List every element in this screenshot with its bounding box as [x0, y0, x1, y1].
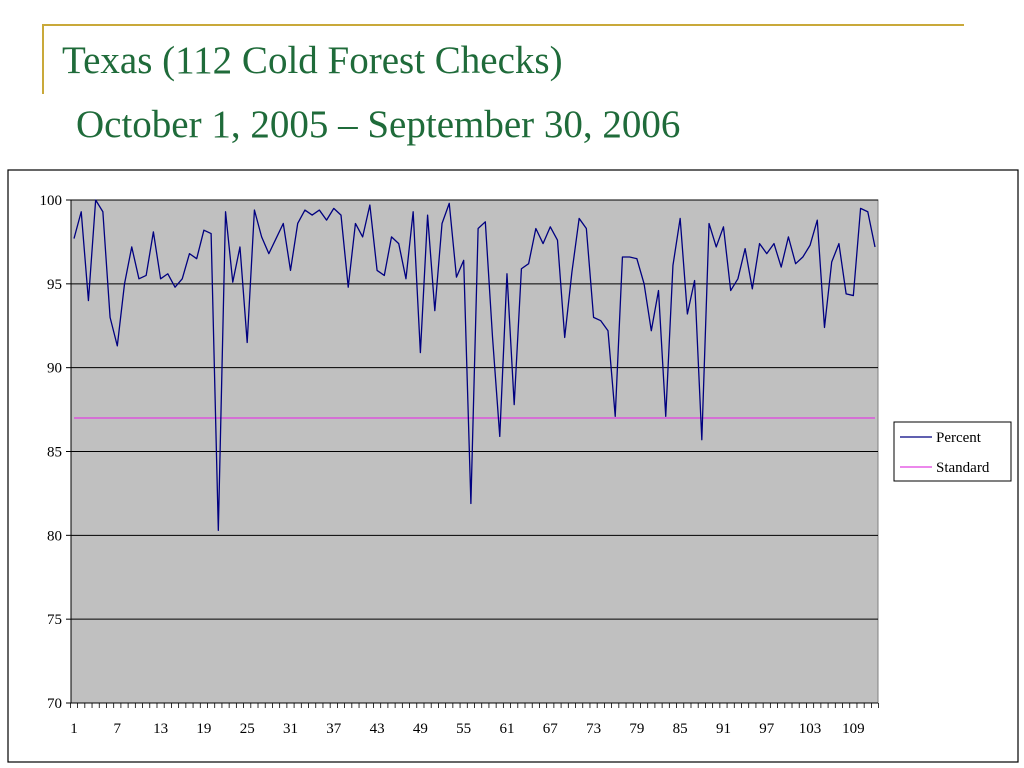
x-tick: 25 — [240, 721, 255, 737]
x-tick-label: 37 — [326, 721, 342, 737]
slide-subtitle: October 1, 2005 – September 30, 2006 — [76, 103, 681, 146]
x-tick-label: 91 — [716, 721, 731, 737]
x-tick-label: 109 — [842, 721, 865, 737]
series-line-percent — [73, 199, 876, 531]
x-tick: 73 — [586, 721, 601, 737]
x-tick-label: 49 — [413, 721, 428, 737]
x-tick-label: 97 — [759, 721, 775, 737]
x-tick: 91 — [716, 721, 731, 737]
top-accent-line — [42, 24, 964, 26]
y-tick: 70 — [47, 696, 62, 712]
y-tick: 95 — [47, 277, 62, 293]
y-tick-label: 80 — [47, 528, 62, 544]
x-tick: 7 — [114, 721, 122, 737]
x-tick-label: 13 — [153, 721, 168, 737]
slide-title: Texas (112 Cold Forest Checks) — [62, 39, 563, 82]
x-tick-label: 85 — [673, 721, 688, 737]
legend-label-percent: Percent — [936, 430, 982, 446]
y-tick-label: 70 — [47, 696, 62, 712]
x-tick: 67 — [543, 721, 559, 737]
x-tick: 79 — [629, 721, 644, 737]
y-tick: 75 — [47, 612, 62, 628]
y-tick: 90 — [47, 361, 62, 377]
x-tick-label: 31 — [283, 721, 298, 737]
x-tick-label: 1 — [70, 721, 78, 737]
x-tick-label: 103 — [799, 721, 822, 737]
x-tick: 85 — [673, 721, 688, 737]
x-tick-label: 67 — [543, 721, 559, 737]
x-tick-label: 25 — [240, 721, 255, 737]
x-tick: 19 — [196, 721, 211, 737]
legend-box — [893, 421, 1012, 482]
y-tick: 85 — [47, 445, 62, 461]
x-tick: 97 — [759, 721, 775, 737]
legend-label-standard: Standard — [936, 460, 990, 476]
y-tick-label: 100 — [40, 193, 63, 209]
x-tick: 13 — [153, 721, 168, 737]
y-tick: 80 — [47, 528, 62, 544]
y-tick: 100 — [40, 193, 63, 209]
x-tick: 37 — [326, 721, 342, 737]
x-tick-label: 79 — [629, 721, 644, 737]
x-tick-label: 73 — [586, 721, 601, 737]
x-tick-label: 61 — [499, 721, 514, 737]
x-tick: 55 — [456, 721, 471, 737]
x-tick: 43 — [370, 721, 385, 737]
series-layer — [73, 199, 876, 531]
y-tick-label: 95 — [47, 277, 62, 293]
x-tick-label: 19 — [196, 721, 211, 737]
x-tick-label: 55 — [456, 721, 471, 737]
x-tick: 103 — [799, 721, 822, 737]
x-tick-label: 7 — [114, 721, 122, 737]
x-tick: 1 — [70, 721, 78, 737]
x-tick: 49 — [413, 721, 428, 737]
axes: 70 75 80 85 90 95 100 1 7 13 19 25 31 37 43 49 55 61 67 73 7… — [40, 193, 880, 737]
y-tick-label: 90 — [47, 361, 62, 377]
legend: Percent Standard — [893, 421, 1012, 482]
y-tick-label: 85 — [47, 445, 62, 461]
x-tick-label: 43 — [370, 721, 385, 737]
x-tick: 109 — [842, 721, 865, 737]
x-tick: 61 — [499, 721, 514, 737]
left-accent-line — [42, 24, 44, 94]
y-tick-label: 75 — [47, 612, 62, 628]
x-tick: 31 — [283, 721, 298, 737]
